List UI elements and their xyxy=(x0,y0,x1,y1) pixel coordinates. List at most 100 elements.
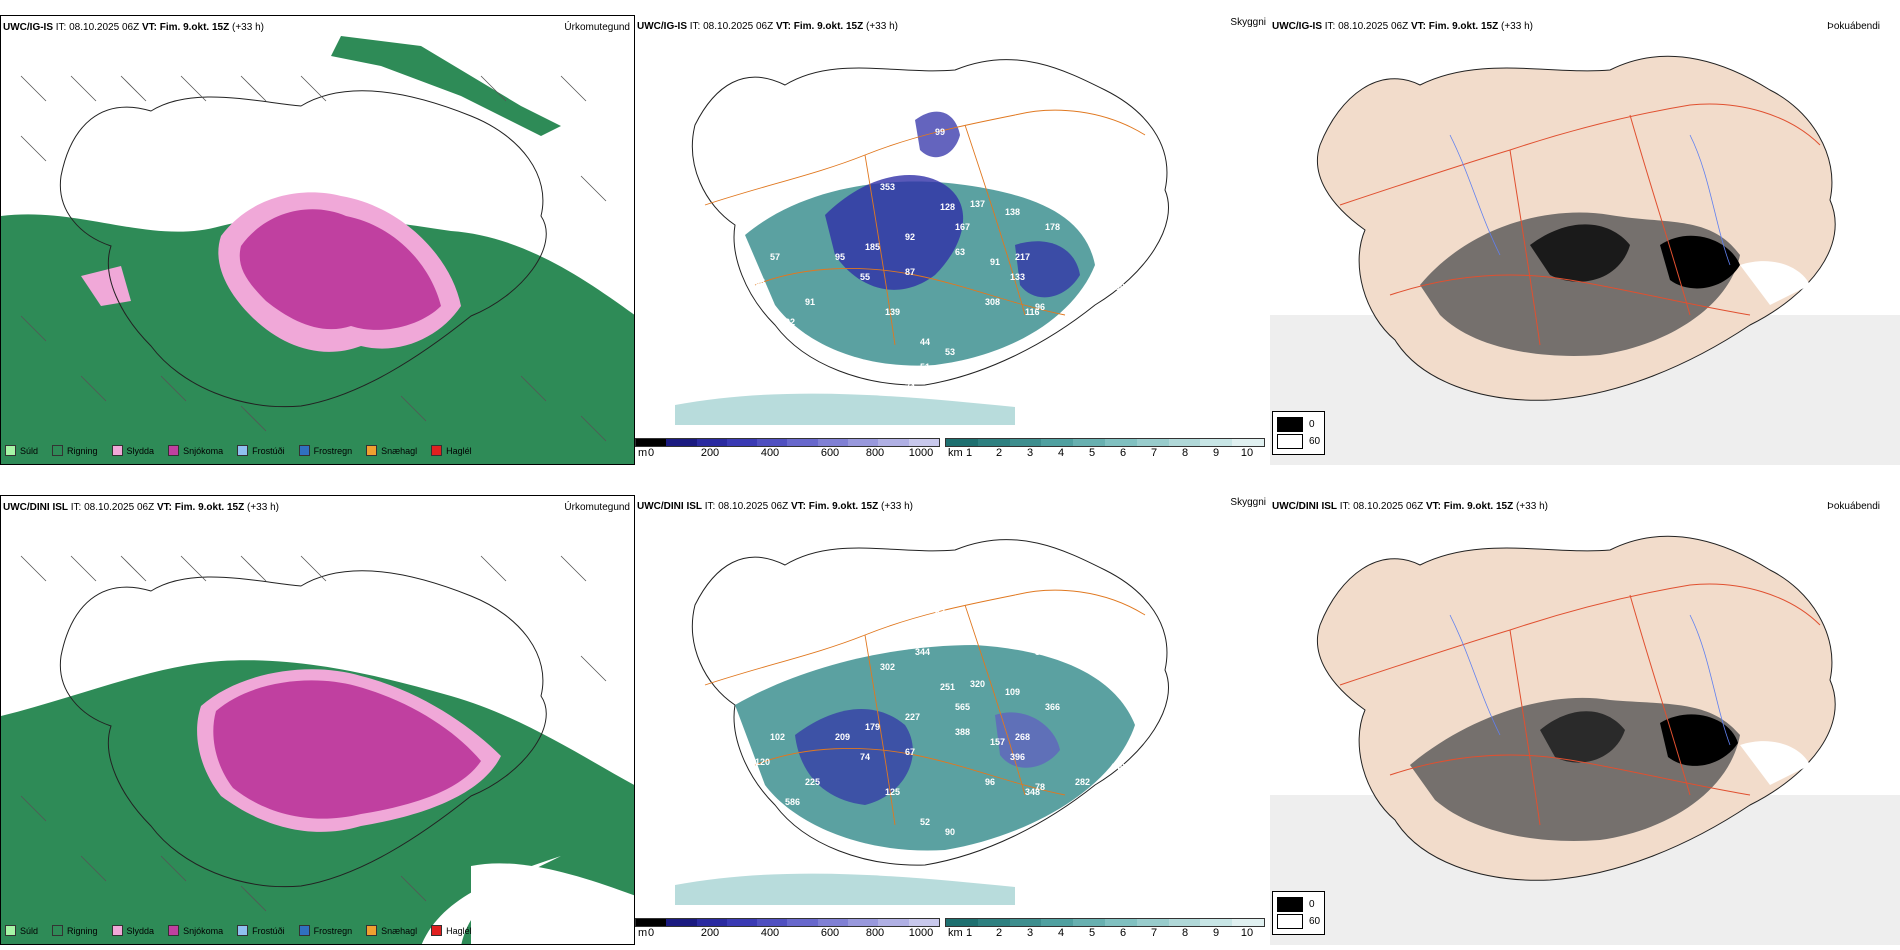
legend-item: Frostregn xyxy=(298,925,352,936)
precip-type-panel-top: UWC/IG-IS IT: 08.10.2025 06Z VT: Fim. 9.… xyxy=(0,15,635,465)
cloud-base-label: 185 xyxy=(865,242,880,252)
panel-title: UWC/DINI ISL IT: 08.10.2025 06Z VT: Fim.… xyxy=(1272,501,1548,512)
cloud-base-label: 366 xyxy=(1045,702,1060,712)
cloud-base-label: 128 xyxy=(940,202,955,212)
legend-item: Frostregn xyxy=(298,445,352,456)
fog-index-panel-bottom: UWC/DINI ISL IT: 08.10.2025 06Z VT: Fim.… xyxy=(1270,495,1900,945)
dense-fog-swatch xyxy=(1277,897,1303,912)
visibility-title: Skyggni xyxy=(1230,497,1266,508)
legend-item: Súld xyxy=(5,445,38,456)
cloud-base-label: 124 xyxy=(1075,297,1090,307)
cloud-base-label: 57 xyxy=(770,252,780,262)
cloud-base-label: 167 xyxy=(955,222,970,232)
cloud-base-label: 320 xyxy=(970,679,985,689)
cloud-base-label: 565 xyxy=(955,702,970,712)
legend-item: Frostúði xyxy=(237,925,285,936)
precip-type-map xyxy=(1,555,634,944)
cloud-base-label: 302 xyxy=(880,662,895,672)
legend-item: Súld xyxy=(5,925,38,936)
legend-swatch xyxy=(52,925,64,936)
visibility-title: Skyggni xyxy=(1230,17,1266,28)
cloud-base-label: 52 xyxy=(920,817,930,827)
cloud-base-label: 74 xyxy=(860,752,870,762)
cloud-vis-panel-top: UWC/IG-IS IT: 08.10.2025 06Z VT: Fim. 9.… xyxy=(635,15,1270,465)
legend-swatch xyxy=(5,445,16,456)
legend-swatch xyxy=(5,925,16,936)
cloud-base-label: 282 xyxy=(1075,777,1090,787)
panel-title: UWC/IG-IS IT: 08.10.2025 06Z VT: Fim. 9.… xyxy=(3,22,264,33)
legend-item: Slydda xyxy=(111,445,154,456)
fog-index-title: Þokuábendi xyxy=(1827,501,1880,512)
cloud-base-label: 96 xyxy=(985,777,995,787)
cloud-base-label: 92 xyxy=(785,317,795,327)
cloud-base-label: 55 xyxy=(860,272,870,282)
cloud-base-label: 446 xyxy=(1110,762,1125,772)
cloud-base-label: 209 xyxy=(915,167,930,177)
cloud-base-unit: m xyxy=(638,447,648,459)
legend-item: Rigning xyxy=(52,445,98,456)
precip-type-panel-bottom: UWC/DINI ISL IT: 08.10.2025 06Z VT: Fim.… xyxy=(0,495,635,945)
visibility-cells xyxy=(945,918,1265,927)
cloud-base-label: 308 xyxy=(985,297,1000,307)
legend-swatch xyxy=(52,445,64,456)
cloud-base-label: 51 xyxy=(920,362,930,372)
legend-item: Snæhagl xyxy=(366,925,417,936)
cloud-base-labels: 99 209 319 353 128 137 138 167 178 92 185 63 91 217 13… xyxy=(755,127,1125,392)
cloud-base-label: 63 xyxy=(935,607,945,617)
legend-item: Frostúði xyxy=(237,445,285,456)
cloud-base-label: 67 xyxy=(905,747,915,757)
legend-item: Rigning xyxy=(52,925,98,936)
cloud-base-label: 125 xyxy=(885,787,900,797)
legend-swatch xyxy=(111,445,123,456)
cloud-base-label: 90 xyxy=(945,827,955,837)
cloud-base-label: 116 xyxy=(1025,307,1040,317)
legend-swatch xyxy=(237,925,249,936)
cloud-base-label: 76 xyxy=(1095,317,1105,327)
cloud-vis-map: 63 344 365 302 251 320 109 565 366 227 179 388 157 26… xyxy=(675,539,1169,905)
cloud-base-label: 63 xyxy=(955,247,965,257)
cloud-base-label: 200 xyxy=(1110,282,1125,292)
cloud-base-label: 227 xyxy=(905,712,920,722)
legend-swatch xyxy=(298,925,310,936)
cloud-base-label: 96 xyxy=(1035,302,1045,312)
legend-swatch xyxy=(111,925,123,936)
legend-swatch xyxy=(168,925,180,936)
precip-type-legend: Súld Rigning Slydda Snjókoma Frostúði Fr… xyxy=(5,445,472,456)
fog-index-title: Þokuábendi xyxy=(1827,21,1880,32)
cloud-vis-panel-bottom: UWC/DINI ISL IT: 08.10.2025 06Z VT: Fim.… xyxy=(635,495,1270,945)
clear-swatch xyxy=(1277,434,1303,449)
cloud-base-label: 95 xyxy=(835,252,845,262)
visibility-colorbar: km 1 2 3 4 5 6 7 8 9 10 xyxy=(945,918,1265,941)
legend-item: Slydda xyxy=(111,925,154,936)
cloud-base-label: 139 xyxy=(885,307,900,317)
cloud-base-label: 109 xyxy=(1005,687,1020,697)
panel-title: UWC/DINI ISL IT: 08.10.2025 06Z VT: Fim.… xyxy=(3,502,279,513)
cloud-base-label: 92 xyxy=(905,232,915,242)
cloud-base-label: 102 xyxy=(770,732,785,742)
precip-type-legend: Súld Rigning Slydda Snjókoma Frostúði Fr… xyxy=(5,925,472,936)
visibility-colorbar: km 1 2 3 4 5 6 7 8 9 10 xyxy=(945,438,1265,461)
cloud-base-label: 133 xyxy=(1010,272,1025,282)
cloud-base-label: 388 xyxy=(955,727,970,737)
dense-fog-swatch xyxy=(1277,417,1303,432)
cloud-base-label: 78 xyxy=(1035,782,1045,792)
legend-swatch xyxy=(168,445,180,456)
cloud-base-label: 138 xyxy=(1005,207,1020,217)
cloud-base-colorbar: m 0 200 400 600 800 1000 xyxy=(635,438,940,461)
fog-index-map xyxy=(1270,535,1900,945)
fog-index-legend: 0 60 xyxy=(1272,891,1326,935)
cloud-base-label: 157 xyxy=(990,737,1005,747)
cloud-base-label: 114 xyxy=(1095,797,1110,807)
cloud-base-label: 251 xyxy=(940,682,955,692)
legend-item: Snjókoma xyxy=(168,445,223,456)
precip-type-title: Úrkomutegund xyxy=(564,22,630,33)
cloud-base-label: 99 xyxy=(935,127,945,137)
cloud-base-label: 53 xyxy=(945,347,955,357)
legend-item: Haglél xyxy=(431,925,472,936)
legend-swatch xyxy=(366,925,378,936)
cloud-base-label: 179 xyxy=(865,722,880,732)
cloud-base-colorbar: m 0 200 400 600 800 1000 xyxy=(635,918,940,941)
fog-index-map xyxy=(1270,55,1900,465)
legend-swatch xyxy=(237,445,249,456)
legend-swatch xyxy=(366,445,378,456)
